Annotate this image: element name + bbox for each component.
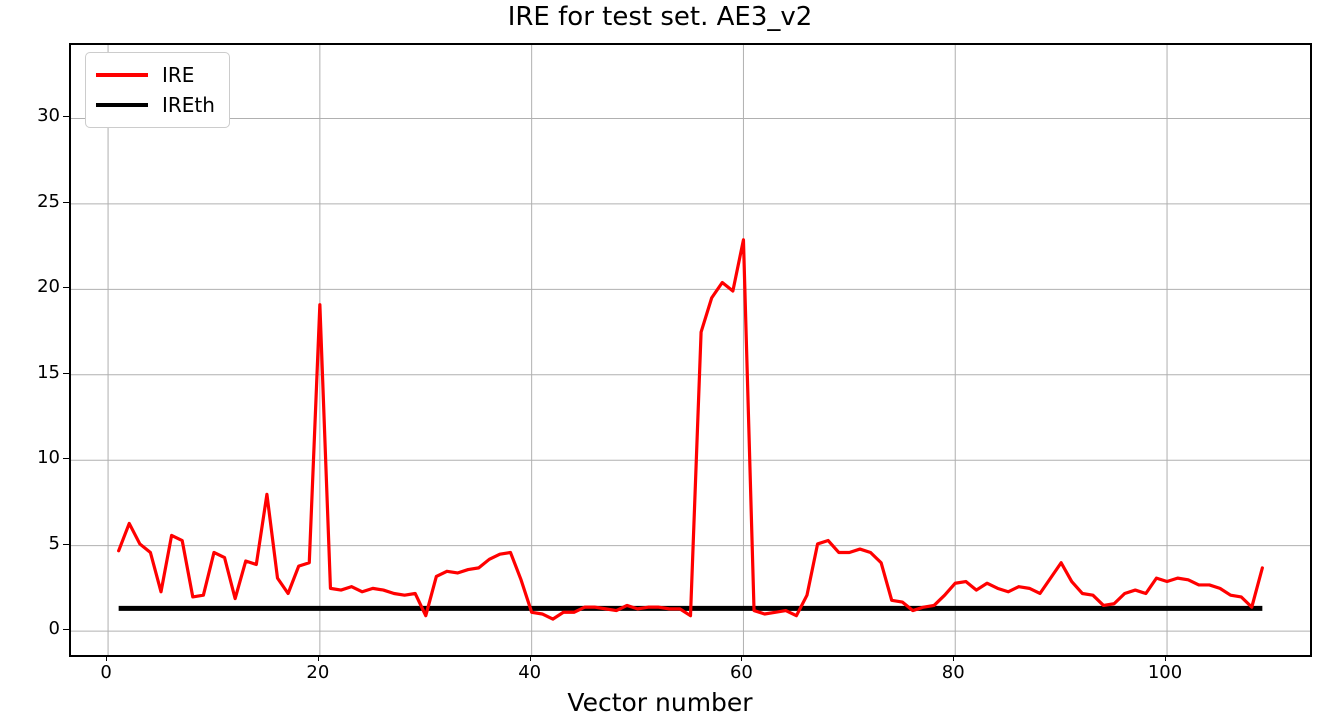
- plot-area: [69, 43, 1312, 657]
- legend-swatch-ireth: [96, 103, 148, 107]
- x-tick-mark: [317, 655, 319, 661]
- x-tick-mark: [529, 655, 531, 661]
- x-tick-label: 40: [518, 662, 542, 683]
- chart-legend: IRE IREth: [85, 52, 230, 128]
- y-tick-mark: [63, 201, 69, 203]
- y-tick-mark: [63, 543, 69, 545]
- legend-swatch-ire: [96, 73, 148, 77]
- y-tick-label: 30: [37, 105, 60, 127]
- y-tick-label: 0: [48, 618, 60, 640]
- y-tick-label: 20: [37, 276, 60, 298]
- y-tick-label: 25: [37, 190, 60, 212]
- ire-data-line: [117, 238, 1264, 621]
- y-tick-mark: [63, 287, 69, 289]
- x-tick-label: 60: [729, 662, 753, 683]
- x-axis-label: Vector number: [567, 688, 753, 717]
- x-tick-label: 0: [100, 662, 112, 683]
- y-tick-label: 10: [37, 447, 60, 469]
- y-tick-label: 5: [48, 532, 60, 554]
- x-tick-mark: [953, 655, 955, 661]
- y-tick-mark: [63, 629, 69, 631]
- y-tick-mark: [63, 372, 69, 374]
- plot-canvas: [71, 45, 1310, 655]
- chart-title: IRE for test set. AE3_v2: [507, 2, 813, 32]
- x-tick-mark: [741, 655, 743, 661]
- x-tick-label: 80: [941, 662, 965, 683]
- x-tick-mark: [1165, 655, 1167, 661]
- legend-item-ireth: IREth: [96, 90, 215, 120]
- y-tick-label: 15: [37, 361, 60, 383]
- gridlines: [71, 45, 1310, 655]
- legend-label-ire: IRE: [162, 63, 195, 87]
- legend-item-ire: IRE: [96, 60, 215, 90]
- y-tick-mark: [63, 116, 69, 118]
- legend-label-ireth: IREth: [162, 93, 215, 117]
- y-tick-mark: [63, 458, 69, 460]
- x-tick-mark: [106, 655, 108, 661]
- x-tick-label: 20: [306, 662, 330, 683]
- x-tick-label: 100: [1147, 662, 1183, 683]
